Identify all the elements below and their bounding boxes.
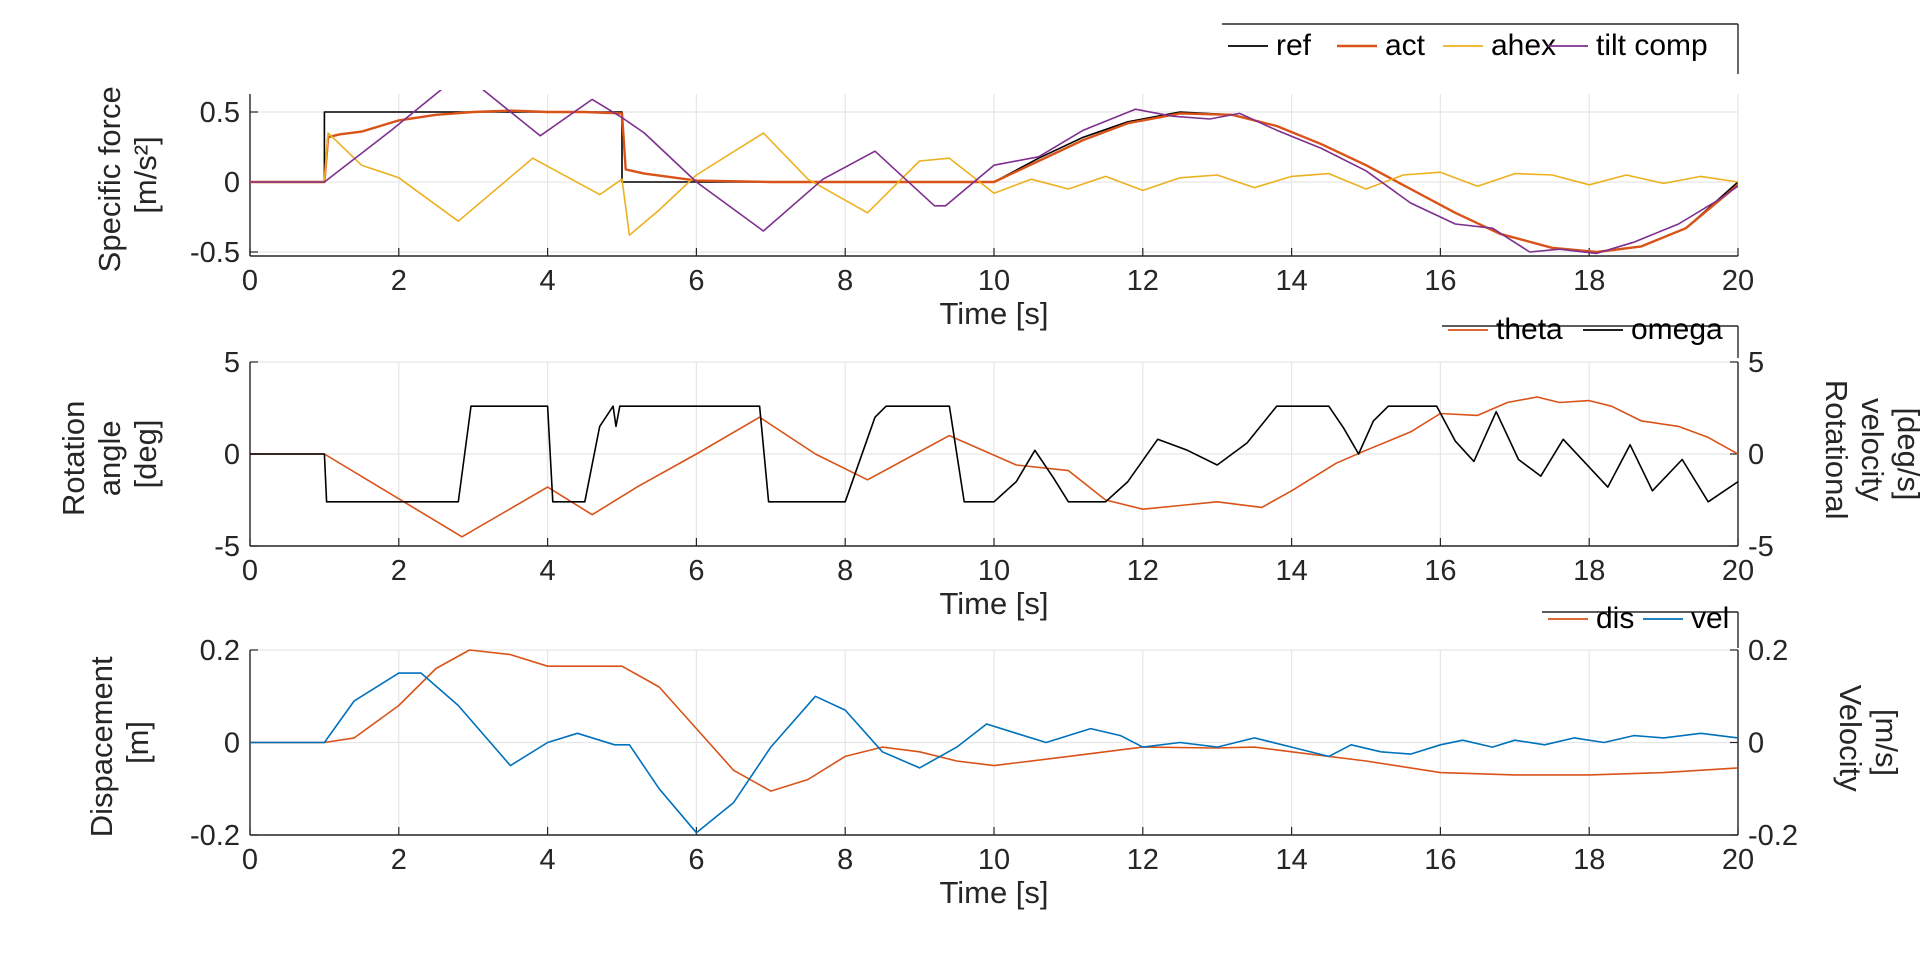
right-y-axis-label-line: [m/s]	[1869, 709, 1904, 776]
y-tick-label: 0.5	[200, 97, 240, 129]
y-axis-label-line: [m]	[120, 721, 155, 764]
x-tick-label: 0	[242, 844, 258, 876]
x-tick-label: 12	[1127, 555, 1159, 587]
x-tick-label: 16	[1424, 844, 1456, 876]
right-y-tick-label: 5	[1748, 347, 1764, 379]
series-line-ahex	[250, 132, 1738, 236]
y-axis-label-line: Dispacement	[84, 656, 119, 837]
y-axis-label: Dispacement [m]	[84, 648, 155, 838]
y-axis-label: Specific force [m/s²]	[92, 78, 163, 273]
legend-label: ref	[1276, 29, 1312, 62]
x-axis-label: Time [s]	[939, 875, 1048, 910]
tick-labels: 0 2 4 6 8 10 12 14 16 18 200.50-0.5	[190, 97, 1754, 297]
right-y-tick-label: 0	[1748, 728, 1764, 760]
displacement-panel: 0 2 4 6 8 10 12 14 16 18 200.20-0.20.20-0.2 Time […	[84, 602, 1904, 910]
x-tick-label: 16	[1424, 265, 1456, 297]
x-tick-label: 4	[540, 555, 556, 587]
y-axis-label-line: [deg]	[128, 420, 163, 489]
x-tick-label: 12	[1127, 844, 1159, 876]
x-tick-label: 10	[978, 555, 1010, 587]
right-y-axis-label: Rotational velocity [deg/s]	[1819, 380, 1920, 528]
x-tick-label: 4	[540, 844, 556, 876]
legend: dis vel	[1542, 602, 1739, 648]
right-y-tick-label: 0.2	[1748, 635, 1788, 667]
x-tick-label: 20	[1722, 844, 1754, 876]
x-tick-label: 6	[688, 844, 704, 876]
legend-label: tilt comp	[1596, 29, 1708, 62]
y-axis-label-line: angle	[92, 420, 127, 496]
series-line-theta	[250, 396, 1738, 538]
x-tick-label: 6	[688, 265, 704, 297]
x-tick-label: 6	[688, 555, 704, 587]
series-line-dis	[250, 649, 1738, 792]
specific-force-panel: 0 2 4 6 8 10 12 14 16 18 200.50-0.5 Time [s] Speci…	[92, 23, 1754, 331]
x-tick-label: 10	[978, 265, 1010, 297]
x-tick-label: 16	[1424, 555, 1456, 587]
y-tick-label: -5	[214, 531, 240, 563]
x-tick-label: 4	[540, 265, 556, 297]
legend-label: theta	[1496, 313, 1563, 346]
x-tick-label: 8	[837, 555, 853, 587]
right-y-axis-label-line: [deg/s]	[1891, 407, 1920, 500]
x-tick-label: 2	[391, 844, 407, 876]
right-y-tick-label: 0	[1748, 439, 1764, 471]
right-y-axis-label: Velocity [m/s]	[1833, 685, 1904, 800]
tick-labels: 0 2 4 6 8 10 12 14 16 18 200.20-0.20.20-0.2	[190, 635, 1798, 876]
y-tick-label: 0	[224, 728, 240, 760]
x-tick-label: 14	[1275, 555, 1307, 587]
y-tick-label: -0.5	[190, 237, 240, 269]
series-line-tilt-comp	[250, 90, 1738, 255]
x-tick-label: 10	[978, 844, 1010, 876]
right-y-axis-label-line: Velocity	[1833, 685, 1868, 792]
x-tick-label: 20	[1722, 265, 1754, 297]
x-tick-label: 8	[837, 265, 853, 297]
x-tick-label: 2	[391, 265, 407, 297]
x-tick-label: 14	[1275, 844, 1307, 876]
x-tick-label: 18	[1573, 555, 1605, 587]
axes	[249, 94, 1739, 257]
x-axis-label: Time [s]	[939, 296, 1048, 331]
y-axis-label-line: Specific force	[92, 86, 127, 272]
right-y-tick-label: -5	[1748, 531, 1774, 563]
x-tick-label: 2	[391, 555, 407, 587]
series-group	[250, 90, 1738, 255]
series-line-omega	[250, 405, 1738, 503]
y-tick-label: 0	[224, 167, 240, 199]
right-y-axis-label-line: velocity	[1855, 398, 1890, 502]
x-tick-label: 12	[1127, 265, 1159, 297]
y-tick-label: 5	[224, 347, 240, 379]
x-tick-label: 0	[242, 265, 258, 297]
legend-label: ahex	[1491, 29, 1556, 62]
x-tick-label: 14	[1275, 265, 1307, 297]
x-tick-label: 18	[1573, 844, 1605, 876]
x-tick-label: 18	[1573, 265, 1605, 297]
y-tick-label: 0.2	[200, 635, 240, 667]
x-tick-label: 8	[837, 844, 853, 876]
x-axis-label: Time [s]	[939, 586, 1048, 621]
series-line-vel	[250, 672, 1738, 834]
legend: ref act ahex tilt comp	[1222, 23, 1739, 74]
x-tick-label: 0	[242, 555, 258, 587]
legend: theta omega	[1442, 313, 1739, 358]
y-axis-label-line: Rotation	[56, 401, 91, 516]
legend-label: vel	[1691, 602, 1729, 635]
series-line-act	[250, 109, 1738, 254]
series-group	[250, 396, 1738, 538]
legend-label: omega	[1631, 313, 1723, 346]
right-y-axis-label-line: Rotational	[1819, 380, 1854, 520]
y-axis-label: Rotation angle [deg]	[56, 392, 163, 516]
legend-label: act	[1385, 29, 1426, 62]
right-y-tick-label: -0.2	[1748, 820, 1798, 852]
x-tick-label: 20	[1722, 555, 1754, 587]
legend-label: dis	[1596, 602, 1634, 635]
y-axis-label-line: [m/s²]	[128, 136, 163, 214]
series-group	[250, 649, 1738, 834]
y-tick-label: 0	[224, 439, 240, 471]
y-tick-label: -0.2	[190, 820, 240, 852]
